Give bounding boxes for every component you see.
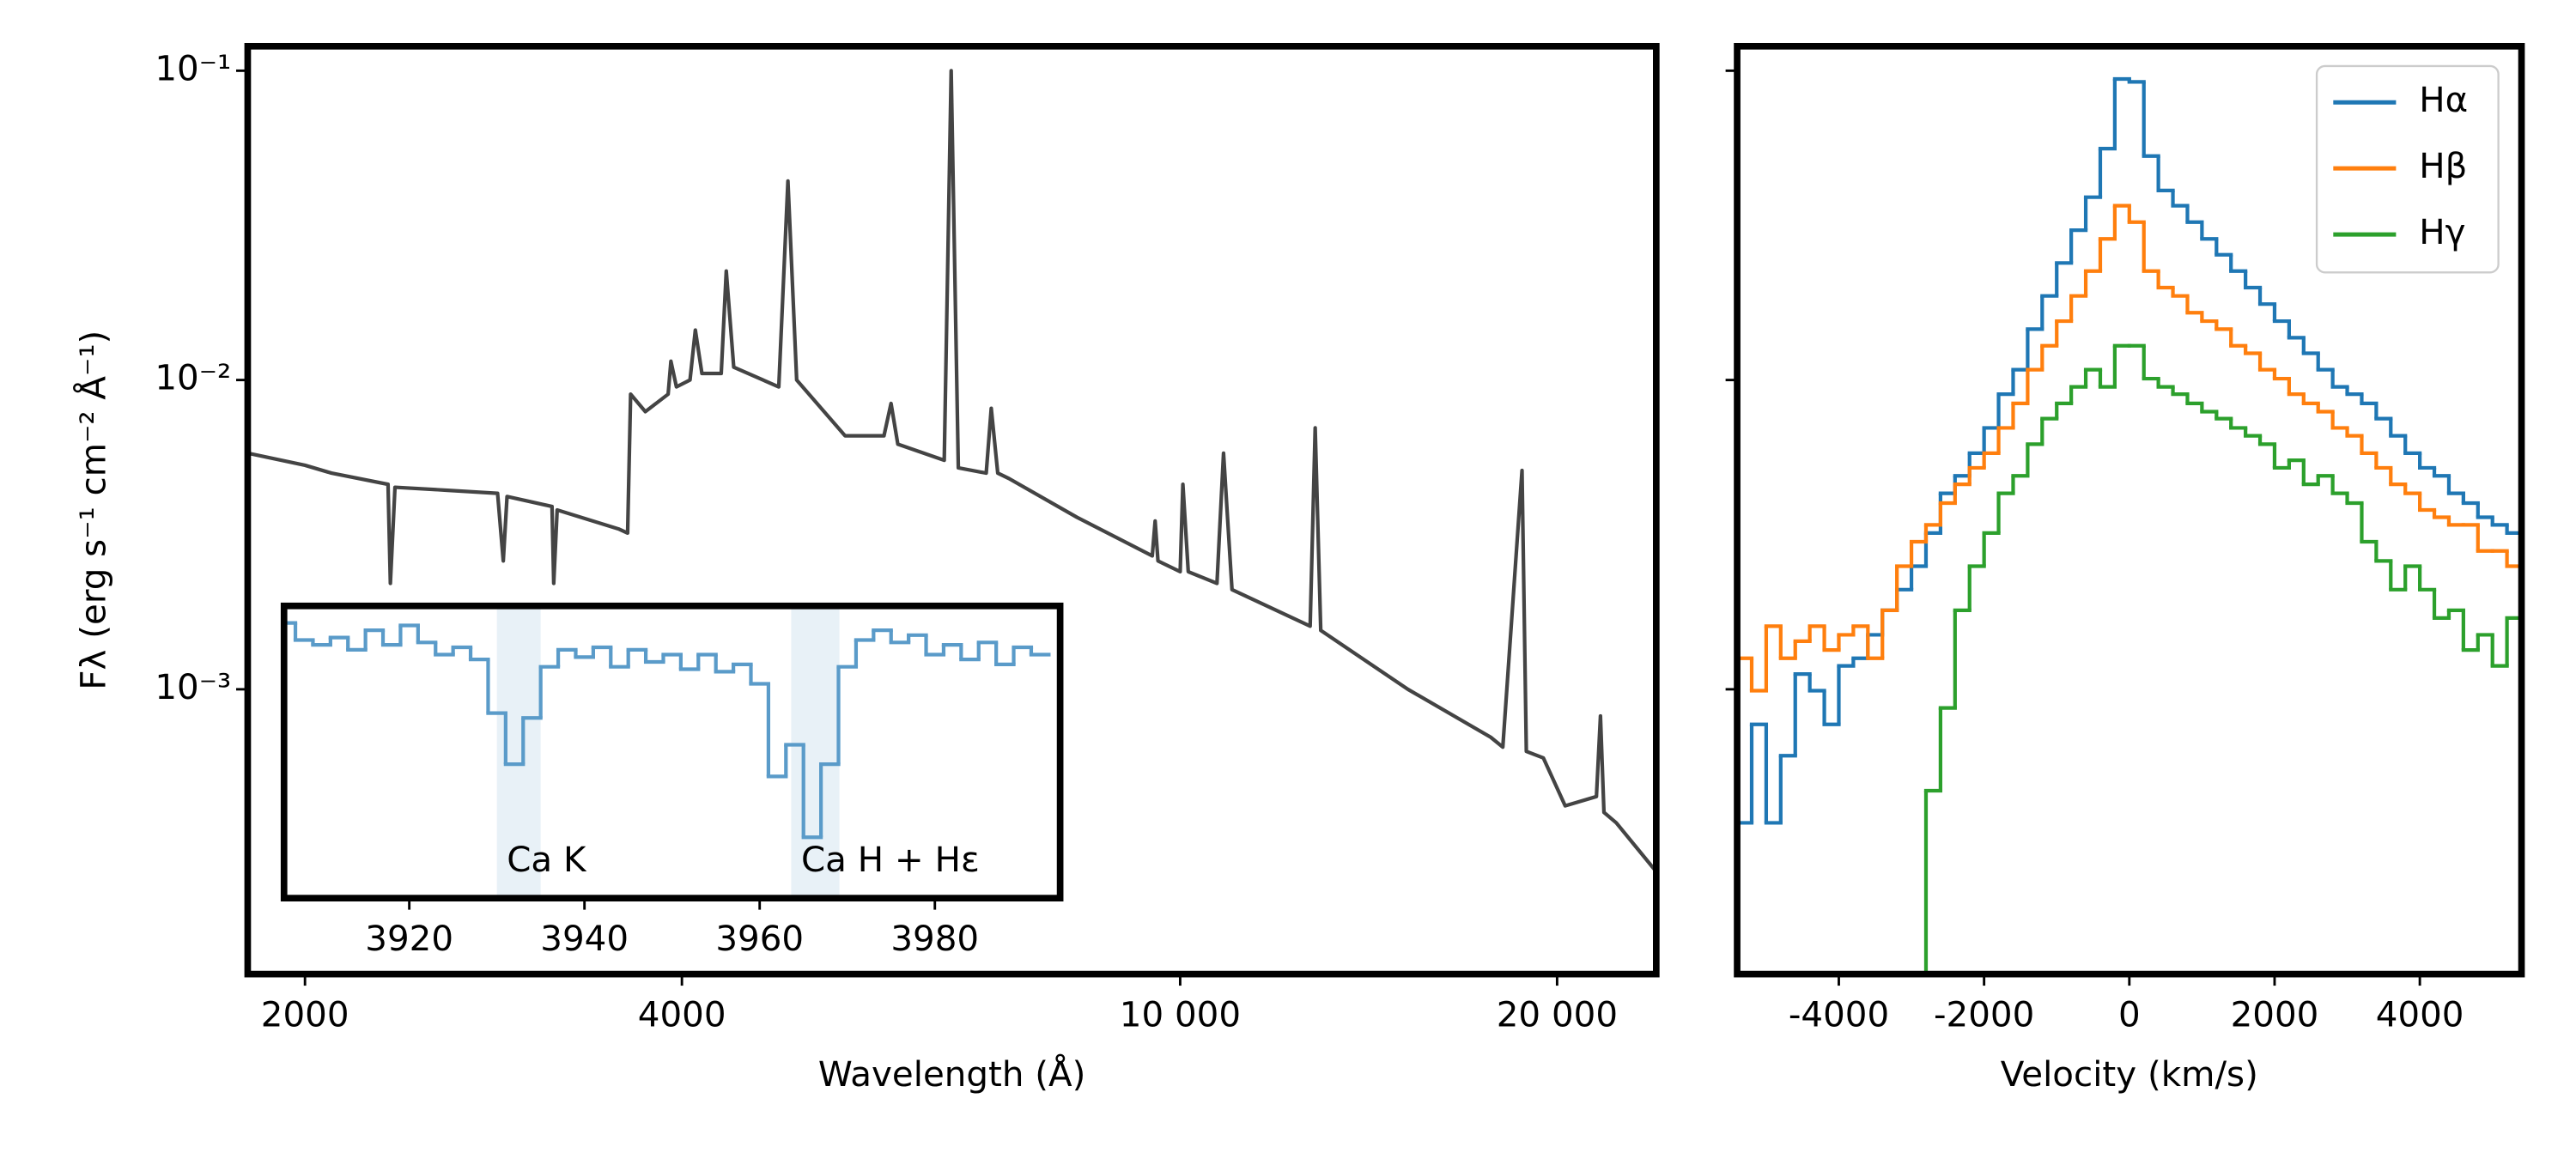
x-tick-label: 3980 xyxy=(890,919,979,959)
step-risers xyxy=(293,622,1034,838)
shaded-region xyxy=(791,605,840,899)
x-tick-label: 20 000 xyxy=(1497,995,1618,1035)
panel: -4000 -2000 0 2000 4000 Velocity (km/s) Hα Hβ Hγ xyxy=(1725,43,2525,1095)
plot-area xyxy=(283,605,1051,899)
x-tick-label: 2000 xyxy=(261,995,349,1035)
panel: Ca K Ca H + Hε 3920 3940 3960 3980 xyxy=(280,602,1064,959)
x-tick-label: 3940 xyxy=(540,919,629,959)
region-label: Ca H + Hε xyxy=(801,840,980,880)
region-label: Ca K xyxy=(507,840,587,880)
x-tick-label: -4000 xyxy=(1789,995,1889,1035)
y-tick-label: 10⁻¹ xyxy=(155,48,231,88)
y-tick-label: 10⁻² xyxy=(155,358,231,398)
axes-frame xyxy=(244,43,1660,978)
step-risers xyxy=(1749,205,2509,691)
x-tick-label: 3960 xyxy=(715,919,804,959)
y-tick-label: 10⁻³ xyxy=(155,667,231,707)
x-tick-label: 4000 xyxy=(2376,995,2464,1035)
x-axis-label: Wavelength (Å) xyxy=(818,1053,1085,1095)
x-tick-label: 4000 xyxy=(638,995,726,1035)
step-risers xyxy=(1923,345,2509,974)
legend-box xyxy=(2315,64,2500,274)
legend-label: Hβ xyxy=(2419,146,2467,186)
legend-label: Hα xyxy=(2419,80,2468,120)
panel: 2000 4000 10 000 20 000 10⁻¹ 10⁻² 10⁻³ Waveleng… xyxy=(73,43,1660,1095)
spectrum-line xyxy=(247,69,1656,871)
step-risers xyxy=(1749,79,2509,823)
plot-area xyxy=(247,69,1656,871)
x-axis-label: Velocity (km/s) xyxy=(2001,1054,2258,1095)
x-tick-label: 3920 xyxy=(365,919,453,959)
legend-label: Hγ xyxy=(2419,212,2465,252)
y-axis-label: Fλ (erg s⁻¹ cm⁻² Å⁻¹) xyxy=(73,331,114,690)
axes-frame xyxy=(1734,43,2525,978)
x-tick-label: -2000 xyxy=(1934,995,2034,1035)
x-tick-label: 0 xyxy=(2118,995,2141,1035)
x-tick-label: 10 000 xyxy=(1120,995,1241,1035)
plot-area xyxy=(1737,76,2522,974)
x-tick-label: 2000 xyxy=(2231,995,2319,1035)
axes-frame xyxy=(280,602,1064,901)
